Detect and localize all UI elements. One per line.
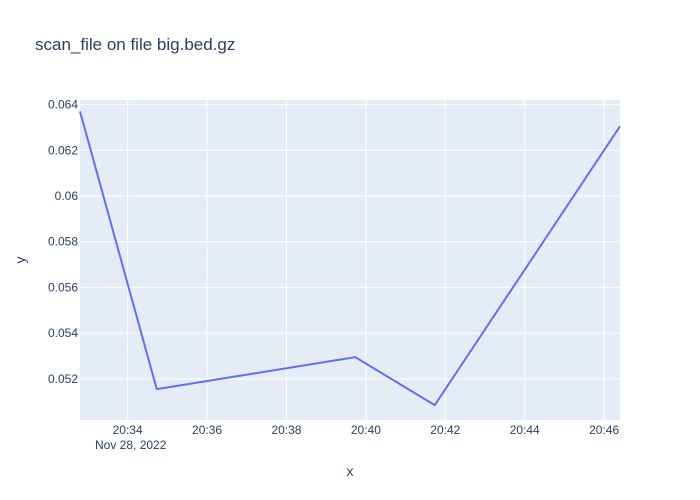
x-tick-label: 20:44 bbox=[510, 423, 540, 437]
x-tick-label: 20:40 bbox=[351, 423, 381, 437]
y-tick-label: 0.052 bbox=[48, 372, 78, 386]
series-layer bbox=[79, 111, 621, 407]
plot-background bbox=[80, 100, 620, 420]
x-gridlines bbox=[127, 100, 605, 420]
y-tick-label: 0.054 bbox=[48, 326, 78, 340]
y-tick-label: 0.06 bbox=[55, 189, 79, 203]
x-tick-label: 20:34 bbox=[113, 423, 143, 437]
x-tick-label: 20:36 bbox=[192, 423, 222, 437]
y-tick-labels: 0.052 0.054 0.056 0.058 0.06 0.062 0.064 bbox=[48, 98, 78, 386]
x-date-label: Nov 28, 2022 bbox=[95, 438, 167, 452]
x-tick-label: 20:42 bbox=[430, 423, 460, 437]
chart-title: scan_file on file big.bed.gz bbox=[35, 35, 235, 54]
y-tick-label: 0.064 bbox=[48, 98, 78, 112]
y-tick-label: 0.056 bbox=[48, 280, 78, 294]
x-axis-title: x bbox=[347, 463, 354, 479]
y-axis-title: y bbox=[12, 257, 28, 264]
x-tick-label: 20:46 bbox=[589, 423, 619, 437]
y-tick-label: 0.062 bbox=[48, 143, 78, 157]
x-tick-labels: 20:34 20:36 20:38 20:40 20:42 20:44 20:46 bbox=[113, 423, 620, 437]
y-tick-label: 0.058 bbox=[48, 235, 78, 249]
y-gridlines bbox=[80, 104, 620, 380]
series-line bbox=[79, 111, 621, 407]
x-tick-label: 20:38 bbox=[271, 423, 301, 437]
